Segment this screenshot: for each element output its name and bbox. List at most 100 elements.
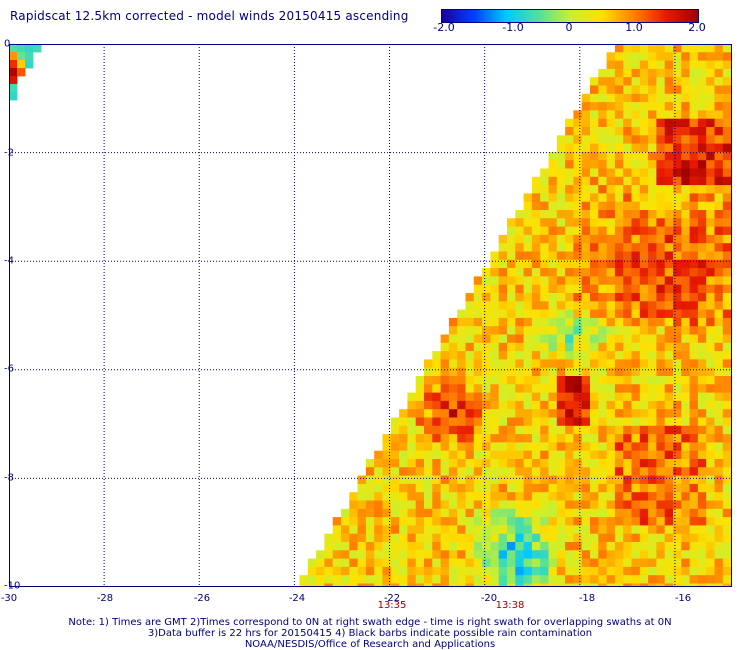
- wind-pixel: [623, 135, 632, 144]
- wind-pixel: [556, 143, 566, 153]
- wind-pixel: [531, 367, 541, 377]
- wind-pixel: [565, 210, 574, 219]
- wind-pixel: [523, 243, 533, 252]
- wind-pixel: [548, 251, 558, 261]
- wind-pixel: [581, 517, 591, 526]
- wind-pixel: [565, 558, 574, 568]
- colorbar-label: -2.0: [433, 21, 455, 34]
- wind-pixel: [614, 218, 624, 227]
- wind-pixel: [648, 542, 657, 551]
- wind-pixel: [332, 575, 342, 584]
- wind-pixel: [714, 326, 724, 335]
- wind-pixel: [706, 500, 715, 510]
- wind-pixel: [631, 176, 641, 186]
- wind-pixel: [482, 508, 491, 518]
- wind-pixel: [515, 575, 524, 584]
- wind-pixel: [706, 459, 715, 468]
- wind-pixel: [573, 276, 583, 286]
- wind-pixel: [324, 575, 334, 584]
- wind-pixel: [9, 84, 18, 93]
- wind-pixel: [714, 293, 724, 302]
- wind-pixel: [374, 575, 383, 584]
- wind-pixel: [590, 583, 599, 587]
- wind-pixel: [697, 475, 707, 485]
- wind-pixel: [648, 218, 657, 227]
- wind-pixel: [473, 334, 483, 344]
- wind-pixel: [656, 558, 666, 568]
- wind-pixel: [473, 367, 483, 377]
- wind-pixel: [648, 52, 657, 61]
- wind-pixel: [631, 434, 641, 443]
- wind-pixel: [548, 459, 558, 468]
- wind-pixel: [349, 533, 358, 543]
- wind-pixel: [689, 284, 699, 294]
- wind-pixel: [448, 409, 458, 418]
- wind-pixel: [457, 309, 466, 319]
- wind-pixel: [382, 566, 392, 576]
- wind-pixel: [440, 459, 450, 468]
- wind-pixel: [673, 151, 682, 161]
- wind-pixel: [689, 384, 699, 393]
- wind-pixel: [465, 558, 475, 568]
- wind-pixel: [482, 542, 491, 551]
- wind-pixel: [399, 475, 408, 485]
- wind-pixel: [598, 135, 607, 144]
- wind-pixel: [457, 342, 466, 352]
- wind-pixel: [614, 210, 624, 219]
- wind-pixel: [590, 201, 599, 211]
- wind-pixel: [606, 293, 616, 302]
- wind-pixel: [573, 127, 583, 136]
- wind-pixel: [473, 566, 483, 576]
- wind-pixel: [714, 93, 724, 103]
- wind-pixel: [631, 135, 641, 144]
- wind-pixel: [531, 276, 541, 286]
- wind-pixel: [33, 44, 42, 53]
- wind-pixel: [706, 193, 715, 203]
- x-tick-label: -22: [383, 593, 401, 604]
- wind-pixel: [490, 293, 500, 302]
- wind-pixel: [365, 508, 375, 518]
- wind-pixel: [689, 417, 699, 427]
- wind-pixel: [623, 517, 632, 526]
- wind-pixel: [565, 334, 574, 344]
- wind-pixel: [357, 500, 367, 510]
- wind-pixel: [648, 151, 657, 161]
- wind-pixel: [407, 583, 417, 587]
- wind-pixel: [631, 400, 641, 410]
- wind-pixel: [424, 583, 433, 587]
- wind-pixel: [507, 508, 516, 518]
- wind-pixel: [697, 417, 707, 427]
- wind-pixel: [507, 259, 516, 269]
- wind-pixel: [623, 243, 632, 252]
- wind-pixel: [681, 93, 690, 103]
- wind-pixel: [714, 367, 724, 377]
- wind-pixel: [581, 118, 591, 128]
- wind-pixel: [714, 210, 724, 219]
- wind-pixel: [465, 342, 475, 352]
- wind-pixel: [490, 442, 500, 452]
- wind-pixel: [473, 575, 483, 584]
- wind-pixel: [581, 110, 591, 120]
- wind-pixel: [689, 301, 699, 310]
- wind-pixel: [523, 276, 533, 286]
- wind-pixel: [490, 500, 500, 510]
- wind-pixel: [714, 218, 724, 227]
- wind-pixel: [673, 425, 682, 435]
- wind-pixel: [706, 118, 715, 128]
- wind-pixel: [722, 160, 732, 169]
- wind-pixel: [639, 176, 649, 186]
- wind-pixel: [490, 259, 500, 269]
- wind-pixel: [664, 301, 674, 310]
- wind-pixel: [664, 317, 674, 327]
- wind-pixel: [706, 492, 715, 501]
- wind-pixel: [515, 226, 524, 236]
- wind-pixel: [448, 558, 458, 568]
- wind-pixel: [656, 400, 666, 410]
- wind-pixel: [706, 517, 715, 526]
- wind-pixel: [590, 425, 599, 435]
- wind-pixel: [515, 276, 524, 286]
- wind-pixel: [673, 367, 682, 377]
- wind-pixel: [722, 77, 732, 86]
- wind-pixel: [681, 384, 690, 393]
- wind-pixel: [457, 483, 466, 493]
